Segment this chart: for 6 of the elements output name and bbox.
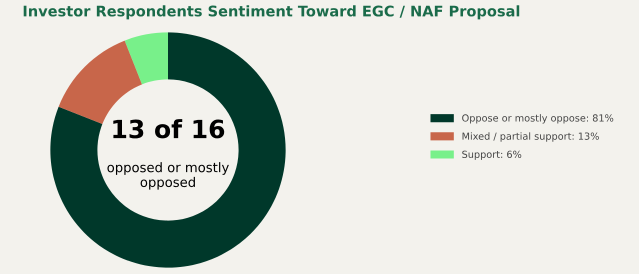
text: 13 of 16 [113,119,224,138]
legend-label: Mixed / partial support: 13% [462,132,599,142]
text: opposed or mostly opposed [107,162,229,190]
chart-title: Investor Respondents Sentiment Toward EGC / NAF Proposal [24,5,520,20]
legend-label: Oppose or mostly oppose: 81% [462,114,614,124]
legend-label: Support: 6% [462,150,522,160]
